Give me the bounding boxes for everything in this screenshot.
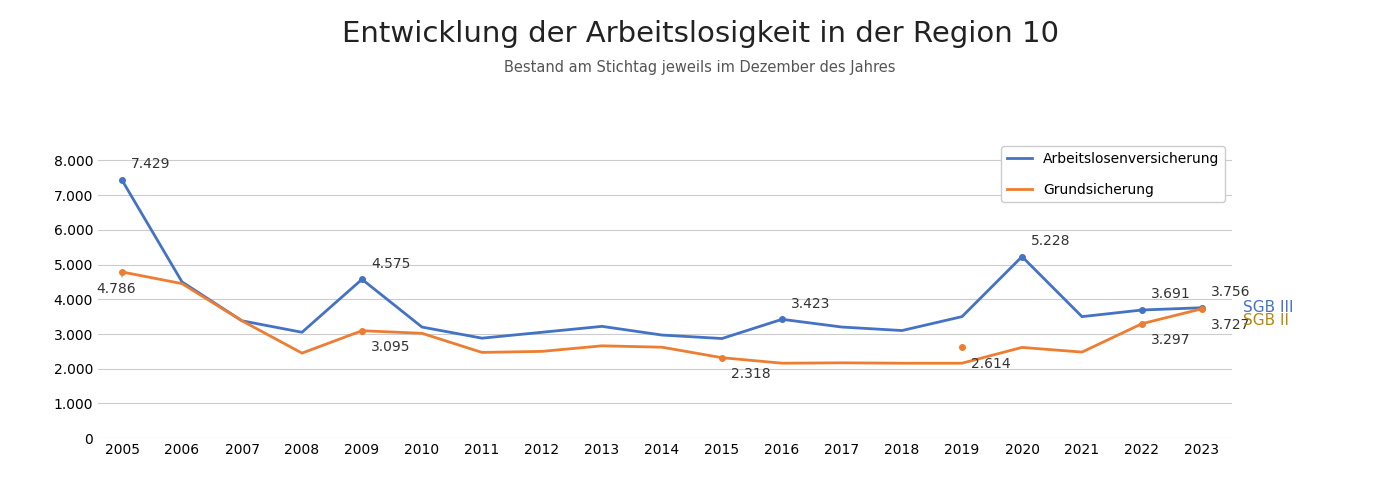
Grundsicherung — [533, 349, 550, 355]
Text: SGB III: SGB III — [1243, 300, 1294, 315]
Grundsicherung — [893, 360, 910, 366]
Text: 7.429: 7.429 — [132, 157, 171, 171]
Grundsicherung — [354, 328, 371, 334]
Text: 3.297: 3.297 — [1151, 334, 1190, 348]
Text: 3.756: 3.756 — [1211, 285, 1250, 299]
Arbeitslosenversicherung — [533, 329, 550, 335]
Text: 4.786: 4.786 — [97, 282, 136, 296]
Grundsicherung — [953, 360, 970, 366]
Grundsicherung — [1134, 321, 1151, 327]
Grundsicherung — [413, 330, 430, 336]
Text: 3.691: 3.691 — [1151, 287, 1191, 301]
Line: Grundsicherung: Grundsicherung — [122, 272, 1203, 363]
Arbeitslosenversicherung — [113, 177, 130, 183]
Arbeitslosenversicherung — [774, 316, 791, 322]
Grundsicherung — [113, 269, 130, 275]
Arbeitslosenversicherung — [354, 276, 371, 282]
Grundsicherung — [1014, 345, 1030, 351]
Text: Entwicklung der Arbeitslosigkeit in der Region 10: Entwicklung der Arbeitslosigkeit in der … — [342, 20, 1058, 48]
Text: 5.228: 5.228 — [1030, 234, 1071, 248]
Arbeitslosenversicherung — [294, 329, 311, 335]
Grundsicherung — [1194, 306, 1211, 312]
Arbeitslosenversicherung — [1194, 305, 1211, 311]
Arbeitslosenversicherung — [1134, 307, 1151, 313]
Grundsicherung — [473, 350, 490, 356]
Grundsicherung — [174, 281, 190, 287]
Arbeitslosenversicherung — [893, 328, 910, 334]
Line: Arbeitslosenversicherung: Arbeitslosenversicherung — [122, 180, 1203, 339]
Arbeitslosenversicherung — [594, 323, 610, 329]
Arbeitslosenversicherung — [1014, 253, 1030, 259]
Text: SGB II: SGB II — [1243, 313, 1289, 328]
Grundsicherung — [1074, 349, 1091, 355]
Arbeitslosenversicherung — [1074, 314, 1091, 320]
Text: 3.095: 3.095 — [371, 341, 410, 355]
Text: 3.423: 3.423 — [791, 297, 830, 311]
Legend: Arbeitslosenversicherung, Grundsicherung: Arbeitslosenversicherung, Grundsicherung — [1001, 146, 1225, 202]
Grundsicherung — [774, 360, 791, 366]
Grundsicherung — [833, 360, 850, 366]
Arbeitslosenversicherung — [654, 332, 671, 338]
Text: 4.575: 4.575 — [371, 256, 410, 270]
Arbeitslosenversicherung — [714, 336, 731, 342]
Arbeitslosenversicherung — [174, 279, 190, 285]
Grundsicherung — [294, 350, 311, 356]
Grundsicherung — [234, 318, 251, 324]
Grundsicherung — [654, 344, 671, 350]
Text: 2.318: 2.318 — [731, 368, 770, 381]
Arbeitslosenversicherung — [473, 335, 490, 341]
Text: 2.614: 2.614 — [972, 357, 1011, 371]
Grundsicherung — [594, 343, 610, 349]
Text: 3.727: 3.727 — [1211, 319, 1250, 333]
Text: Bestand am Stichtag jeweils im Dezember des Jahres: Bestand am Stichtag jeweils im Dezember … — [504, 60, 896, 75]
Grundsicherung — [714, 355, 731, 361]
Arbeitslosenversicherung — [234, 318, 251, 324]
Arbeitslosenversicherung — [833, 324, 850, 330]
Arbeitslosenversicherung — [413, 324, 430, 330]
Arbeitslosenversicherung — [953, 314, 970, 320]
